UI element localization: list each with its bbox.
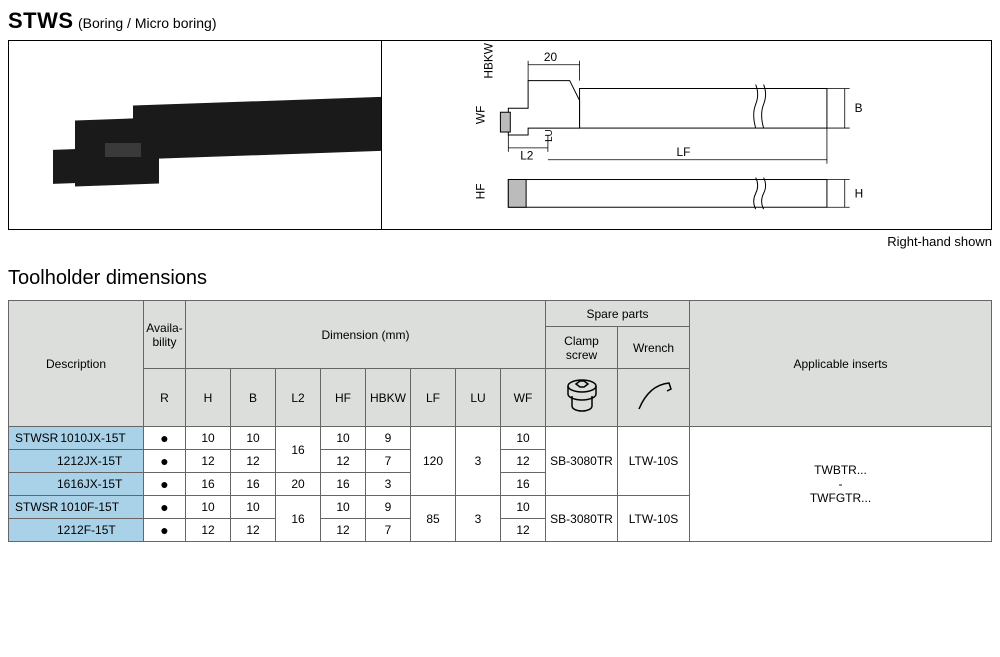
cell-availability: ● xyxy=(144,427,186,450)
section-title: Toolholder dimensions xyxy=(8,267,992,290)
product-photo-panel xyxy=(9,41,382,229)
wrench-icon xyxy=(631,375,677,417)
label-h: H xyxy=(855,186,864,200)
label-lf: LF xyxy=(677,145,691,159)
th-b: B xyxy=(231,369,276,427)
dimension-drawing: HBKW 20 WF B L2 LU xyxy=(382,41,991,229)
th-description: Description xyxy=(9,301,144,427)
th-spare-parts: Spare parts xyxy=(546,301,690,327)
table-row: STWSR 1010JX-15T ● 10 10 16 10 9 120 3 1… xyxy=(9,427,992,450)
th-dimension: Dimension (mm) xyxy=(186,301,546,369)
table-header: Description Availa- bility Dimension (mm… xyxy=(9,301,992,427)
th-r: R xyxy=(144,369,186,427)
th-clamp-screw: Clamp screw xyxy=(546,327,618,369)
th-wrench-icon xyxy=(618,369,690,427)
label-hf: HF xyxy=(474,184,488,200)
th-hf: HF xyxy=(321,369,366,427)
th-lf: LF xyxy=(411,369,456,427)
screw-icon xyxy=(559,375,605,417)
product-subtitle: (Boring / Micro boring) xyxy=(78,15,217,31)
th-availability: Availa- bility xyxy=(144,301,186,369)
th-clamp-icon xyxy=(546,369,618,427)
label-hbkw: HBKW xyxy=(482,42,496,78)
label-wf: WF xyxy=(474,106,488,124)
th-wf: WF xyxy=(501,369,546,427)
label-20: 20 xyxy=(544,50,558,64)
th-l2: L2 xyxy=(276,369,321,427)
dimensions-table: Description Availa- bility Dimension (mm… xyxy=(8,300,992,542)
product-code: STWS xyxy=(8,8,74,33)
label-l2: L2 xyxy=(520,149,533,163)
page-title-row: STWS (Boring / Micro boring) xyxy=(8,8,992,34)
th-lu: LU xyxy=(456,369,501,427)
cell-description: STWSR 1010JX-15T xyxy=(9,427,144,450)
dimension-drawing-panel: HBKW 20 WF B L2 LU xyxy=(382,41,991,229)
th-h: H xyxy=(186,369,231,427)
label-lu: LU xyxy=(544,129,555,142)
th-hbkw: HBKW xyxy=(366,369,411,427)
th-applicable-inserts: Applicable inserts xyxy=(690,301,992,427)
cell-wrench: LTW-10S xyxy=(618,427,690,496)
toolholder-photo xyxy=(33,77,353,197)
cell-clamp-screw: SB-3080TR xyxy=(546,427,618,496)
cell-applicable-inserts: TWBTR... - TWFGTR... xyxy=(690,427,992,542)
label-b: B xyxy=(855,101,863,115)
th-wrench: Wrench xyxy=(618,327,690,369)
orientation-note: Right-hand shown xyxy=(8,234,992,249)
diagram-frame: HBKW 20 WF B L2 LU xyxy=(8,40,992,230)
